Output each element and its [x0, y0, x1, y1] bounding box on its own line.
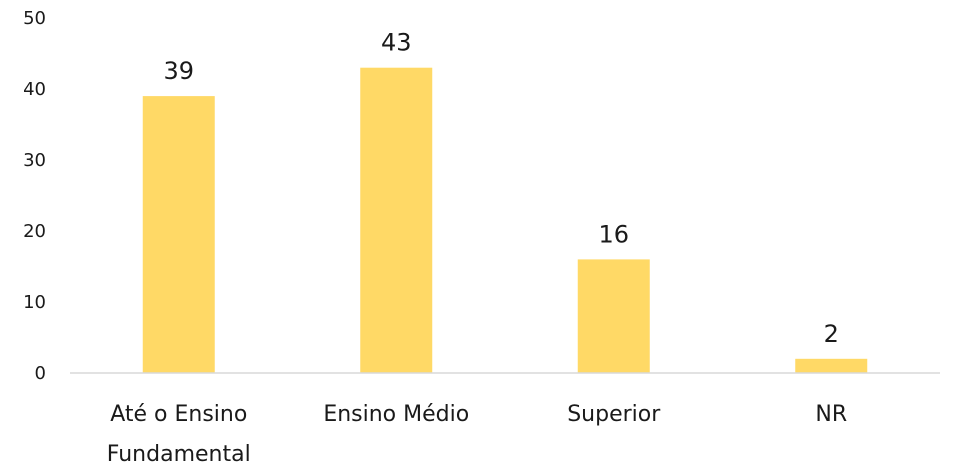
data-label: 16 [598, 220, 629, 248]
x-category-label: Até o Ensino [110, 402, 247, 427]
x-axis-labels: Até o Ensino Fundamental Ensino Médio Super… [107, 402, 847, 467]
bar [360, 67, 433, 373]
y-tick-label: 10 [23, 292, 46, 313]
y-axis-ticks: 0 10 20 30 40 50 [23, 8, 46, 384]
y-tick-label: 0 [35, 363, 46, 384]
bar [142, 96, 215, 373]
bar [577, 259, 650, 373]
y-tick-label: 50 [23, 8, 46, 29]
x-category-label: NR [815, 402, 847, 427]
x-category-label: Superior [567, 402, 661, 427]
y-tick-label: 40 [23, 79, 46, 100]
bar [795, 358, 868, 373]
y-tick-label: 20 [23, 221, 46, 242]
x-category-label: Ensino Médio [323, 402, 469, 427]
data-label: 43 [381, 29, 412, 57]
data-label: 39 [163, 57, 194, 85]
y-tick-label: 30 [23, 150, 46, 171]
data-labels: 39 43 16 2 [163, 29, 838, 348]
x-category-label: Fundamental [107, 442, 251, 467]
data-label: 2 [824, 320, 839, 348]
bars [142, 67, 868, 373]
